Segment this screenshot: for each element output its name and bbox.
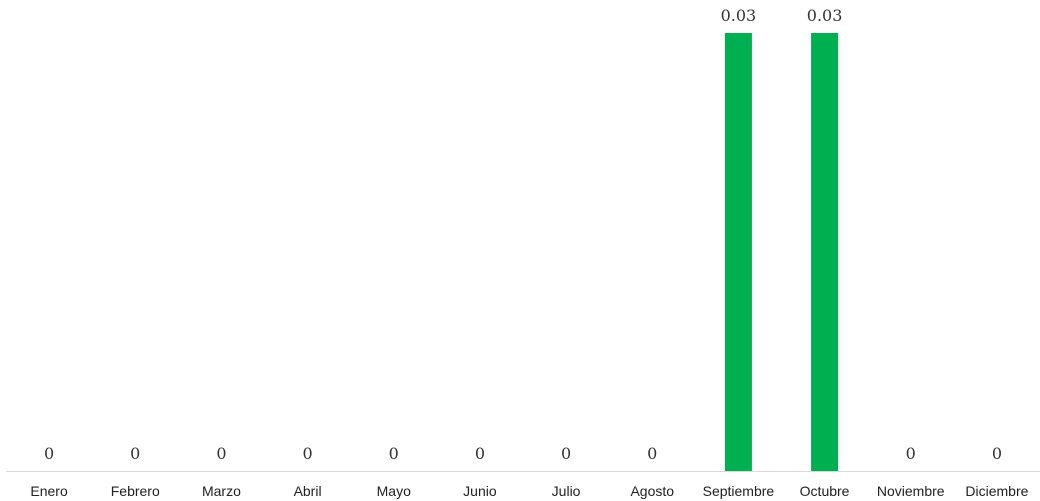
data-label-octubre: 0.03: [807, 6, 843, 25]
data-labels-group: 0 0 0 0 0 0 0 0 0.03 0.03 0 0: [44, 6, 1002, 463]
x-tick-label-agosto: Agosto: [630, 483, 674, 499]
data-label-septiembre: 0.03: [721, 6, 757, 25]
x-tick-label-febrero: Febrero: [111, 483, 160, 499]
data-label-enero: 0: [44, 444, 54, 463]
bars-group: [724, 33, 839, 471]
x-tick-label-julio: Julio: [552, 483, 581, 499]
data-label-diciembre: 0: [992, 444, 1002, 463]
x-tick-label-abril: Abril: [294, 483, 322, 499]
x-tick-label-junio: Junio: [463, 483, 497, 499]
data-label-agosto: 0: [647, 444, 657, 463]
x-tick-label-mayo: Mayo: [377, 483, 411, 499]
bar-septiembre: [724, 33, 752, 471]
data-label-julio: 0: [561, 444, 571, 463]
x-tick-label-enero: Enero: [30, 483, 68, 499]
x-tick-label-diciembre: Diciembre: [965, 483, 1028, 499]
x-tick-label-septiembre: Septiembre: [703, 483, 775, 499]
x-tick-label-noviembre: Noviembre: [877, 483, 945, 499]
data-label-marzo: 0: [216, 444, 226, 463]
data-label-noviembre: 0: [906, 444, 916, 463]
x-tick-labels-group: Enero Febrero Marzo Abril Mayo Junio Julio Agos…: [30, 483, 1028, 499]
bar-octubre: [811, 33, 839, 471]
data-label-abril: 0: [302, 444, 312, 463]
x-tick-label-octubre: Octubre: [800, 483, 850, 499]
data-label-febrero: 0: [130, 444, 140, 463]
x-tick-label-marzo: Marzo: [202, 483, 241, 499]
data-label-mayo: 0: [389, 444, 399, 463]
data-label-junio: 0: [475, 444, 485, 463]
